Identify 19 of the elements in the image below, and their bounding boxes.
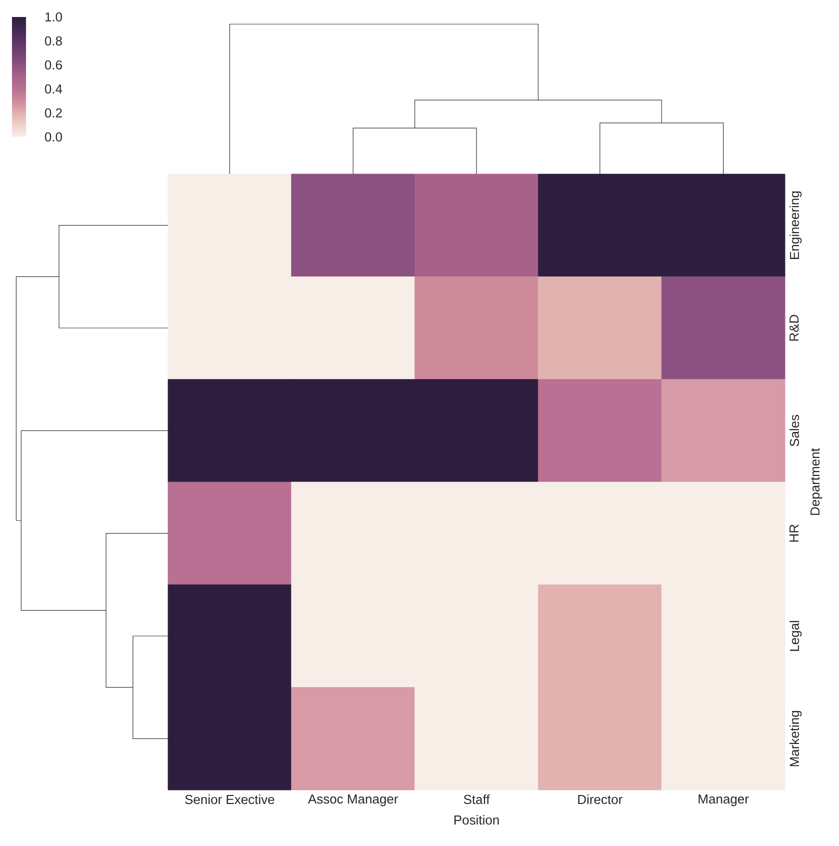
y-tick-label: HR: [790, 524, 798, 542]
x-tick-label: Assoc Manager: [308, 794, 398, 806]
x-tick-label: Director: [578, 794, 622, 804]
x-tick-label: Manager: [698, 794, 749, 806]
x-tick-label: Senior Exective: [185, 794, 274, 804]
y-tick-label: Sales: [790, 414, 800, 446]
y-axis-title: Department: [810, 448, 822, 515]
color-bar-label: 1.0: [45, 12, 62, 22]
y-tick-label: R&D: [790, 314, 799, 341]
x-tick-label: Staff: [464, 794, 490, 804]
y-tick-label: Marketing: [790, 710, 802, 766]
color-bar-label: 0.6: [44, 60, 62, 70]
color-bar-label: 0.8: [44, 36, 62, 46]
color-bar-label: 0.2: [44, 108, 62, 118]
color-bar-label: 0.4: [44, 84, 62, 94]
x-axis-title: Position: [454, 815, 499, 825]
y-tick-label: Legal: [790, 620, 802, 651]
color-bar-label: 0.0: [44, 132, 62, 142]
y-tick-label: Engineering: [790, 192, 802, 259]
